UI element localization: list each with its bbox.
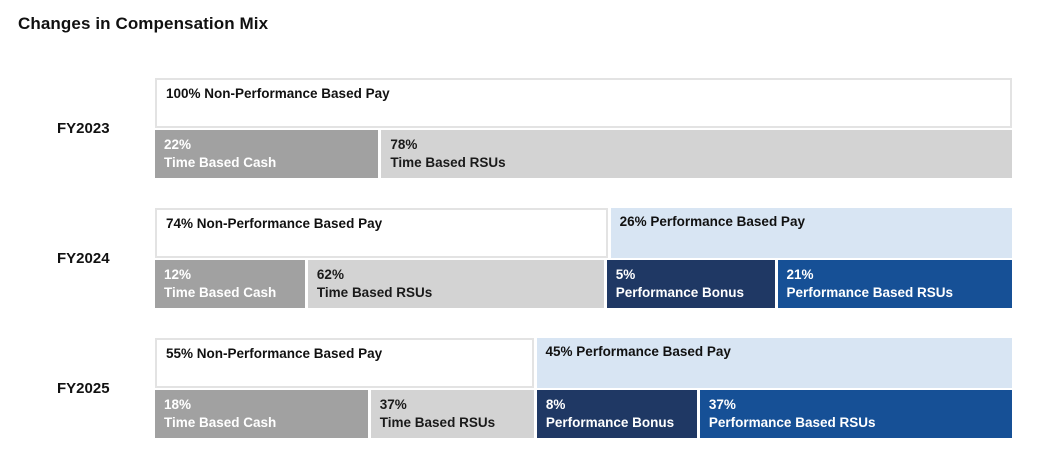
year-label-fy2023: FY2023	[57, 119, 110, 137]
year-label-fy2024: FY2024	[57, 249, 110, 267]
year-group-fy2024: FY2024 74% Non-Performance Based Pay 26%…	[0, 208, 1048, 308]
segment-time-based-rsus: 37% Time Based RSUs	[370, 390, 534, 438]
segment-pct: 78%	[390, 137, 418, 153]
summary-bar-fy2023: 100% Non-Performance Based Pay	[155, 78, 1012, 128]
segment-time-based-cash: 22% Time Based Cash	[155, 130, 379, 178]
summary-segment-non-performance: 100% Non-Performance Based Pay	[155, 78, 1012, 128]
segment-pct: 18%	[164, 397, 192, 413]
segment-pct: 62%	[316, 267, 344, 283]
segment-label: Performance Based RSUs	[786, 285, 954, 300]
segment-performance-based-rsus: 37% Performance Based RSUs	[699, 390, 1013, 438]
segment-pct: 21%	[786, 267, 814, 283]
segment-time-based-cash: 12% Time Based Cash	[155, 260, 305, 308]
compensation-mix-chart: FY2023 100% Non-Performance Based Pay 22…	[0, 78, 1048, 438]
year-label-fy2025: FY2025	[57, 379, 110, 397]
detail-bar-fy2025: 18% Time Based Cash 37% Time Based RSUs …	[155, 390, 1013, 438]
year-group-fy2025: FY2025 55% Non-Performance Based Pay 45%…	[0, 338, 1048, 438]
segment-label: Time Based Cash	[164, 415, 277, 430]
segment-pct: 37%	[708, 397, 736, 413]
summary-segment-performance: 45% Performance Based Pay	[536, 338, 1012, 388]
year-group-fy2023: FY2023 100% Non-Performance Based Pay 22…	[0, 78, 1048, 178]
segment-label: Performance Based RSUs	[708, 415, 876, 430]
segment-performance-bonus: 5% Performance Bonus	[606, 260, 775, 308]
segment-label: Time Based RSUs	[316, 285, 433, 300]
segment-pct: 5%	[615, 267, 636, 283]
segment-label: Time Based RSUs	[379, 415, 496, 430]
segment-label: Time Based Cash	[164, 285, 277, 300]
bars-fy2024: 74% Non-Performance Based Pay 26% Perfor…	[155, 208, 1012, 308]
segment-pct: 37%	[379, 397, 407, 413]
segment-label: Time Based RSUs	[390, 155, 506, 170]
detail-bar-fy2024: 12% Time Based Cash 62% Time Based RSUs …	[155, 260, 1012, 308]
segment-label: Performance Bonus	[615, 285, 745, 300]
segment-label: Performance Bonus	[545, 415, 675, 430]
segment-time-based-cash: 18% Time Based Cash	[155, 390, 368, 438]
segment-performance-bonus: 8% Performance Bonus	[536, 390, 697, 438]
summary-bar-fy2024: 74% Non-Performance Based Pay 26% Perfor…	[155, 208, 1012, 258]
detail-bar-fy2023: 22% Time Based Cash 78% Time Based RSUs	[155, 130, 1012, 178]
summary-segment-non-performance: 55% Non-Performance Based Pay	[155, 338, 534, 388]
bars-fy2023: 100% Non-Performance Based Pay 22% Time …	[155, 78, 1012, 178]
segment-time-based-rsus: 78% Time Based RSUs	[381, 130, 1012, 178]
segment-pct: 8%	[545, 397, 566, 413]
segment-time-based-rsus: 62% Time Based RSUs	[307, 260, 604, 308]
segment-pct: 22%	[164, 137, 192, 153]
page-title: Changes in Compensation Mix	[18, 14, 269, 33]
summary-segment-non-performance: 74% Non-Performance Based Pay	[155, 208, 608, 258]
segment-pct: 12%	[164, 267, 192, 283]
summary-bar-fy2025: 55% Non-Performance Based Pay 45% Perfor…	[155, 338, 1012, 388]
segment-performance-based-rsus: 21% Performance Based RSUs	[777, 260, 1012, 308]
summary-segment-performance: 26% Performance Based Pay	[610, 208, 1012, 258]
bars-fy2025: 55% Non-Performance Based Pay 45% Perfor…	[155, 338, 1013, 438]
segment-label: Time Based Cash	[164, 155, 277, 170]
